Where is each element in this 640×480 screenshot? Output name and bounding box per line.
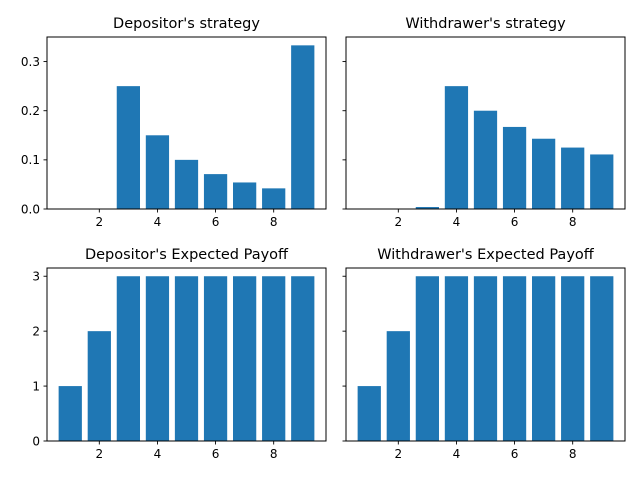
subplot-depositor-strategy: Depositor's strategy 2 4 6 8 0.0 0.1 0.2 0.3 [21,16,327,229]
axes-frame [345,36,626,210]
x-tick-label: 2 [95,215,103,229]
bar-1 [58,386,82,441]
y-tick-label: 0.2 [21,104,40,118]
subplot-depositor-payoff: Depositor's Expected Payoff 2 4 6 8 0 1 2 3 [32,247,327,461]
bar-3 [116,276,140,441]
subplot-withdrawer-strategy: Withdrawer's strategy 2 4 6 8 [342,16,626,229]
bar-5 [174,276,199,441]
y-tick-label: 2 [32,324,40,338]
bar-5 [174,159,199,209]
x-tick-label: 6 [511,447,519,461]
bar-9 [590,154,614,209]
y-tick-label: 1 [32,379,40,393]
bar-8 [561,276,585,441]
bar-5 [473,276,498,441]
x-tick-label: 8 [569,215,577,229]
bar-7 [233,276,257,441]
x-tick-label: 8 [270,215,278,229]
bar-7 [233,182,257,209]
axes-frame [46,36,327,210]
bar-4 [145,276,170,441]
subplot-title: Depositor's strategy [113,16,260,32]
x-tick-label: 4 [154,447,162,461]
subplot-withdrawer-payoff: Withdrawer's Expected Payoff 2 4 6 8 [342,247,626,461]
bar-2 [386,331,410,441]
bar-4 [444,276,469,441]
bar-2 [87,331,111,441]
x-tick-label: 2 [394,447,402,461]
bar-7 [532,138,556,209]
bar-3 [415,207,439,209]
bar-5 [473,110,498,209]
bar-8 [262,188,286,209]
x-tick-label: 8 [270,447,278,461]
x-tick-label: 4 [453,215,461,229]
bar-6 [502,276,527,441]
x-tick-label: 2 [95,447,103,461]
subplot-title: Withdrawer's Expected Payoff [377,247,595,263]
bar-3 [116,86,140,209]
x-tick-label: 8 [569,447,577,461]
x-tick-label: 6 [212,447,220,461]
bar-8 [561,147,585,209]
bar-7 [532,276,556,441]
x-tick-label: 6 [511,215,519,229]
x-tick-label: 4 [154,215,162,229]
x-tick-label: 6 [212,215,220,229]
bar-4 [444,86,469,209]
axes-frame [345,267,626,442]
bar-3 [415,276,439,441]
x-tick-label: 4 [453,447,461,461]
bar-6 [203,276,228,441]
y-tick-label: 0 [32,434,40,448]
bar-6 [203,174,228,209]
bar-6 [502,126,527,209]
axes-frame [46,267,327,442]
y-tick-label: 0.0 [21,202,40,216]
bar-9 [291,45,315,209]
y-tick-label: 0.1 [21,153,40,167]
y-tick-label: 3 [32,270,40,284]
x-tick-label: 2 [394,215,402,229]
y-tick-label: 0.3 [21,55,40,69]
subplot-title: Depositor's Expected Payoff [85,247,289,263]
bar-8 [262,276,286,441]
bar-9 [291,276,315,441]
subplot-title: Withdrawer's strategy [405,16,566,32]
bar-1 [357,386,381,441]
bar-4 [145,135,170,209]
bar-9 [590,276,614,441]
